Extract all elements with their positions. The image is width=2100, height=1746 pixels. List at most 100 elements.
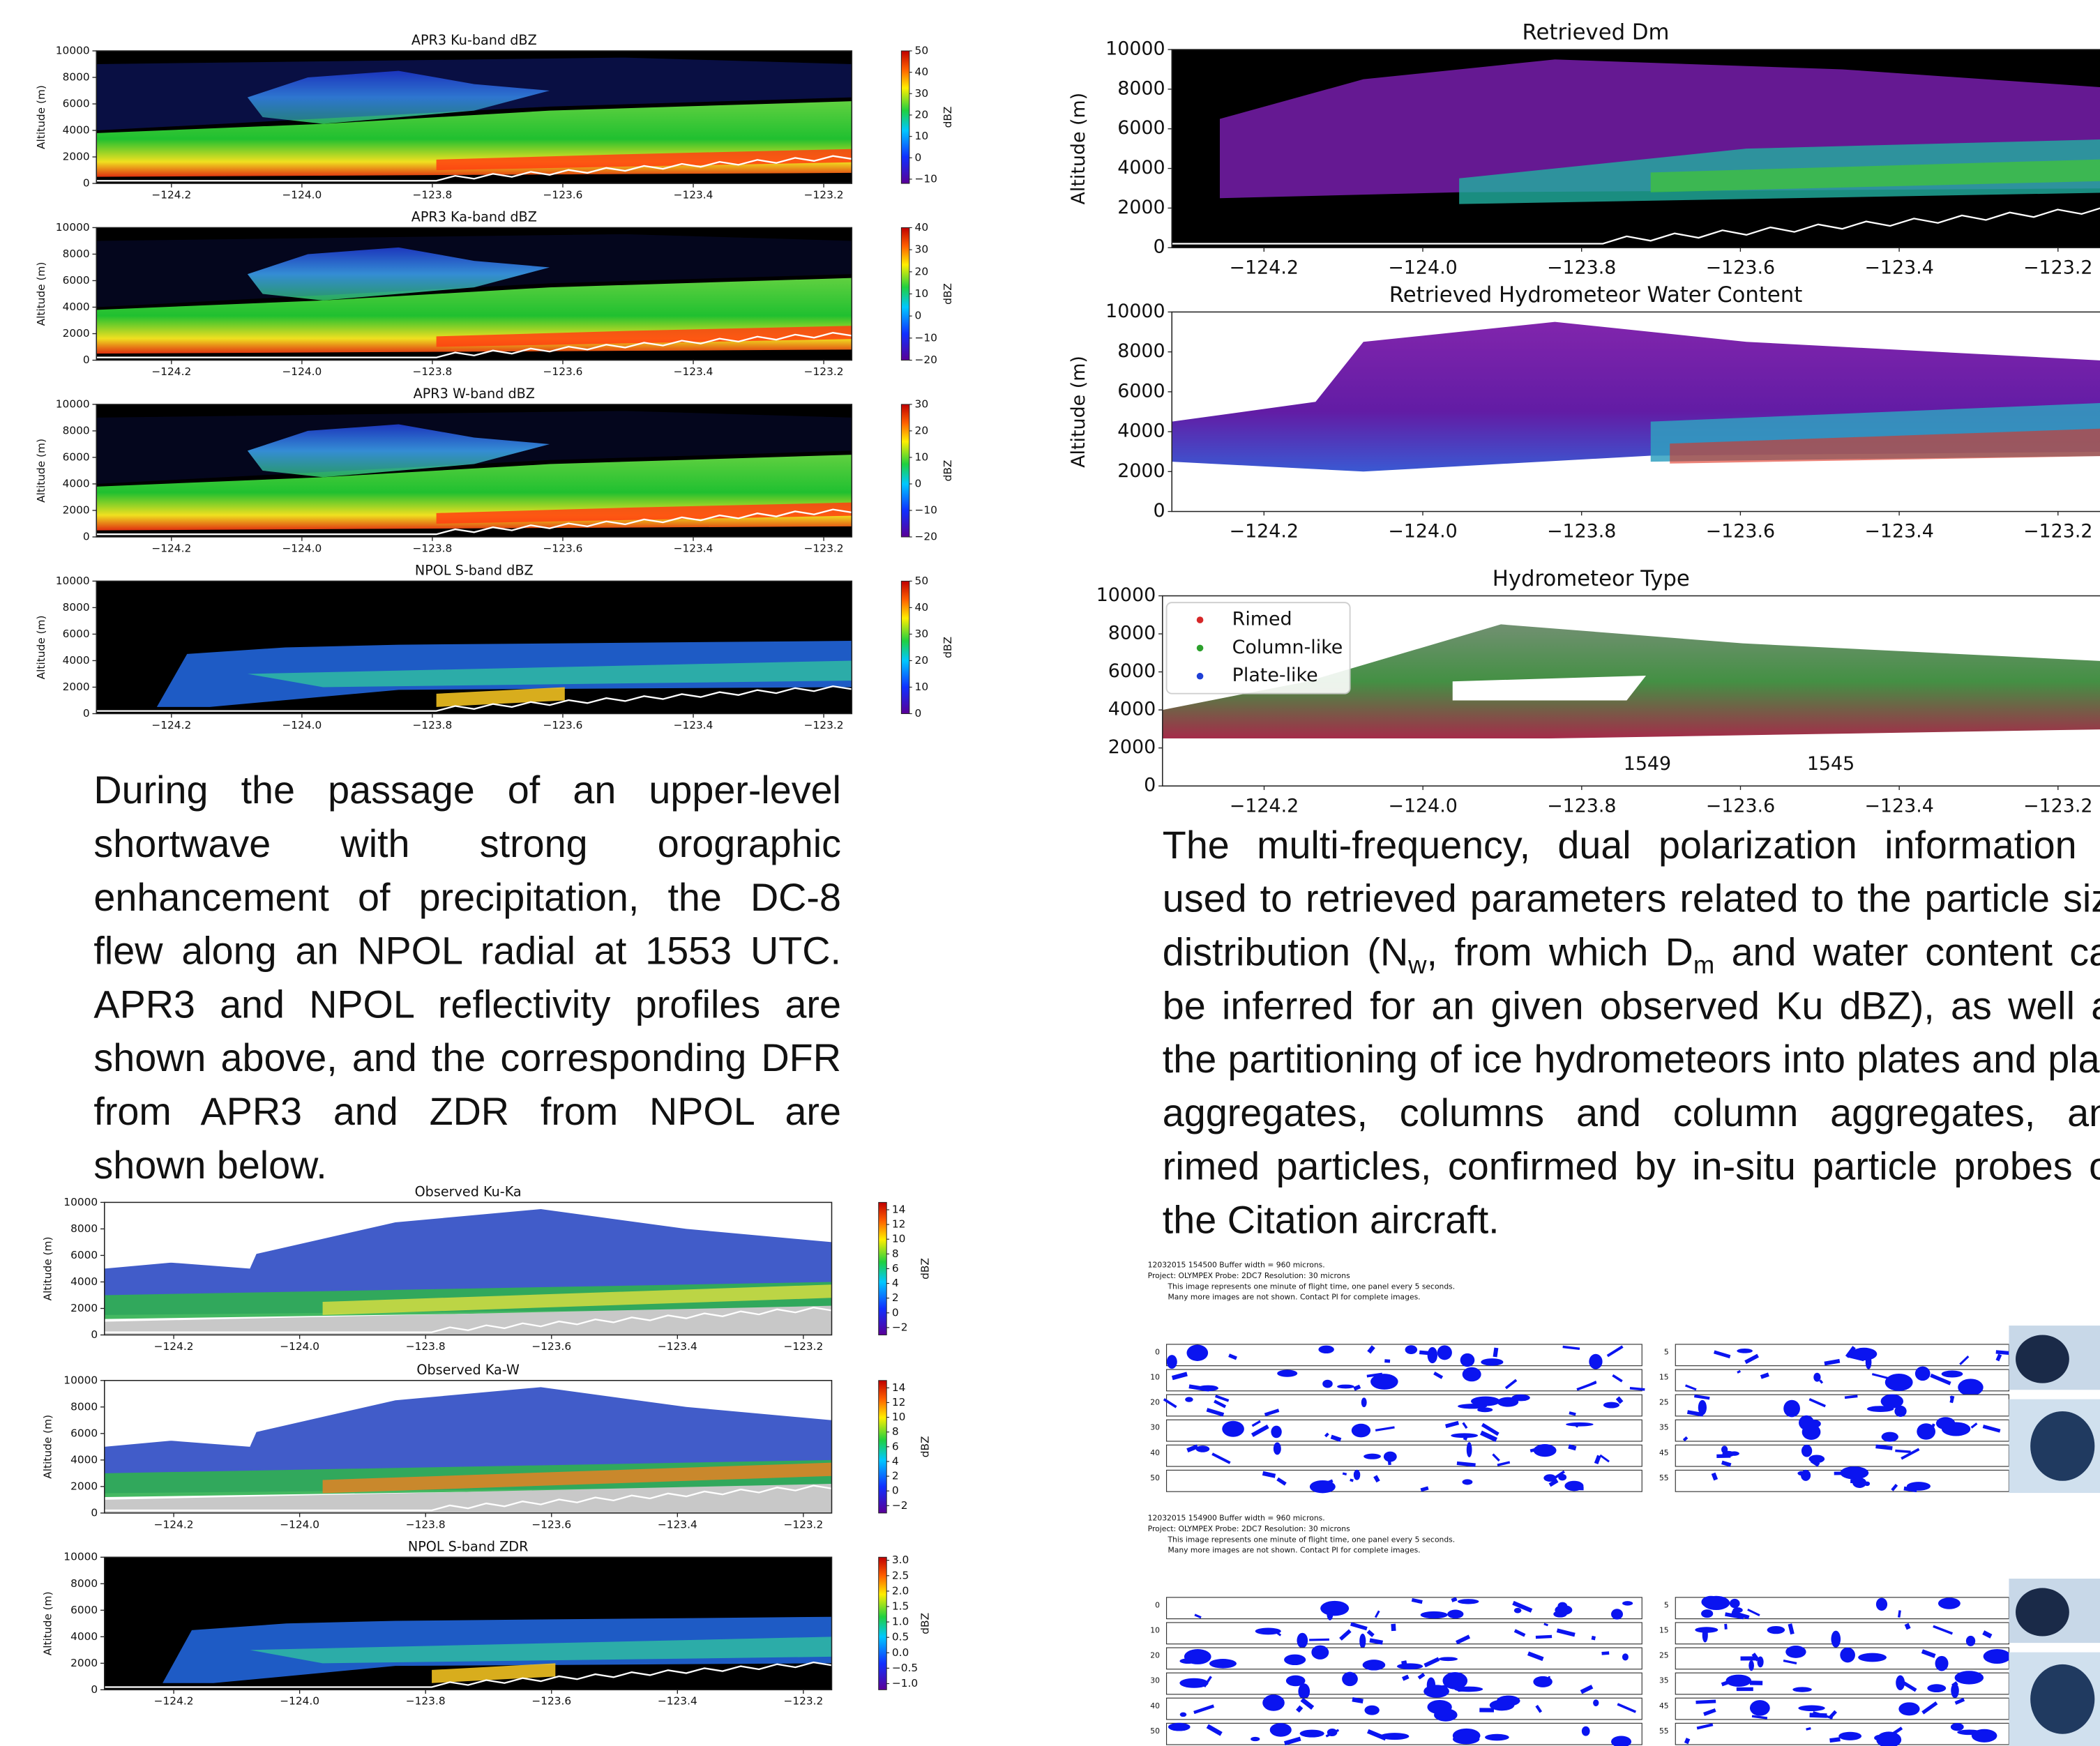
particle [1874, 1735, 1887, 1741]
particle [1725, 1624, 1726, 1630]
probe-row-label: 20 [1150, 1398, 1160, 1407]
particle [1458, 1599, 1479, 1604]
colorbar-tick-label: 6 [892, 1440, 899, 1452]
particle [1799, 1415, 1814, 1430]
x-tick-label: −124.0 [282, 719, 322, 731]
x-tick-label: −123.4 [1864, 795, 1933, 817]
panel-title: APR3 W-band dBZ [414, 386, 535, 402]
particle [1389, 1461, 1390, 1465]
x-tick-label: −123.2 [2023, 257, 2092, 278]
colorbar-tick-label: −1.0 [892, 1677, 918, 1690]
particle [1343, 1473, 1347, 1474]
y-tick-label: 8000 [70, 1577, 98, 1590]
particle [1845, 1396, 1857, 1397]
probe-header: This image represents one minute of flig… [1167, 1282, 1455, 1291]
probe-row-label: 50 [1150, 1473, 1160, 1482]
annotation: 1545 [1807, 753, 1855, 775]
colorbar-tick-label: 50 [915, 575, 929, 587]
particle [1783, 1400, 1800, 1418]
particle [1439, 1657, 1458, 1661]
particle [1405, 1345, 1417, 1354]
x-tick-label: −123.6 [543, 542, 583, 554]
particle [1899, 1610, 1900, 1617]
colorbar [901, 404, 909, 537]
y-tick-label: 4000 [1117, 420, 1165, 442]
probe-strip [1675, 1395, 2009, 1416]
particle [1421, 1488, 1428, 1490]
particle [1917, 1423, 1935, 1440]
colorbar-label: dBZ [919, 1258, 931, 1280]
particle [1363, 1660, 1386, 1670]
particle [1337, 1385, 1354, 1389]
x-tick-label: −124.2 [151, 188, 191, 201]
particle [1354, 1470, 1361, 1480]
y-tick-label: 0 [83, 707, 90, 720]
y-axis-label: Altitude (m) [35, 262, 47, 326]
x-tick-label: −123.4 [658, 1340, 697, 1353]
x-tick-label: −123.2 [804, 542, 844, 554]
colorbar-tick-label: −2 [892, 1321, 908, 1333]
particle [1311, 1646, 1329, 1660]
particle [1966, 1636, 1975, 1646]
colorbar-tick-label: 0 [892, 1485, 899, 1497]
y-tick-label: 2000 [70, 1480, 98, 1492]
particle [1617, 1398, 1622, 1403]
x-tick-label: −123.6 [1706, 521, 1775, 542]
particle [1297, 1633, 1308, 1648]
particle [1318, 1346, 1334, 1353]
probe-row-label: 20 [1150, 1651, 1160, 1660]
particle [1972, 1729, 1997, 1743]
particle [1838, 1732, 1861, 1740]
particle [1403, 1676, 1408, 1679]
colorbar-tick-label: 50 [915, 44, 929, 56]
colorbar-tick-label: 10 [892, 1411, 906, 1423]
y-axis-label: Altitude (m) [35, 439, 47, 503]
y-axis-label: Altitude (m) [35, 85, 47, 149]
colorbar-tick-label: 20 [915, 424, 929, 436]
particle [1196, 1445, 1210, 1452]
particle [1284, 1655, 1306, 1665]
particle [1750, 1700, 1770, 1716]
colorbar [879, 1557, 887, 1690]
particle [1428, 1347, 1437, 1363]
x-tick-label: −123.4 [658, 1695, 697, 1708]
particle [1761, 1374, 1769, 1377]
x-tick-label: −123.6 [543, 365, 583, 378]
colorbar-tick-label: 12 [892, 1396, 906, 1409]
radar-panel: APR3 Ka-band dBZ0200040006000800010000−1… [35, 209, 954, 378]
particle [1790, 1624, 1792, 1634]
particle [1813, 1373, 1820, 1382]
particle [1702, 1627, 1708, 1642]
y-tick-label: 0 [91, 1506, 98, 1519]
x-tick-label: −124.0 [1388, 521, 1457, 542]
particle [1463, 1367, 1481, 1382]
particle-photo-object [2016, 1588, 2069, 1636]
particle [1497, 1696, 1520, 1706]
particle [1352, 1699, 1363, 1701]
y-tick-label: 6000 [1108, 660, 1156, 682]
particle [1684, 1438, 1686, 1440]
x-tick-label: −124.0 [280, 1695, 319, 1708]
particle [1427, 1677, 1435, 1692]
colorbar-label: dBZ [942, 460, 954, 482]
y-tick-label: 4000 [70, 1630, 98, 1643]
colorbar-tick-label: −0.5 [892, 1662, 918, 1674]
y-tick-label: 10000 [63, 1196, 98, 1208]
particle [1421, 1611, 1448, 1618]
particle [1951, 1723, 1964, 1731]
x-tick-label: −124.0 [282, 188, 322, 201]
particle [1277, 1370, 1297, 1377]
particle [1180, 1713, 1187, 1717]
colorbar-label: dBZ [919, 1613, 931, 1634]
x-tick-label: −123.6 [543, 719, 583, 731]
x-tick-label: −123.6 [1706, 795, 1775, 817]
x-tick-label: −124.2 [154, 1340, 194, 1353]
y-tick-label: 2000 [70, 1657, 98, 1669]
particle [1569, 1413, 1576, 1414]
particle [1359, 1634, 1366, 1649]
left-paragraph: During the passage of an upper-level sho… [93, 764, 841, 1192]
colorbar-tick-label: 30 [915, 628, 929, 640]
y-tick-label: 6000 [70, 1604, 98, 1616]
particle [1434, 1708, 1458, 1722]
particle [1495, 1348, 1497, 1357]
